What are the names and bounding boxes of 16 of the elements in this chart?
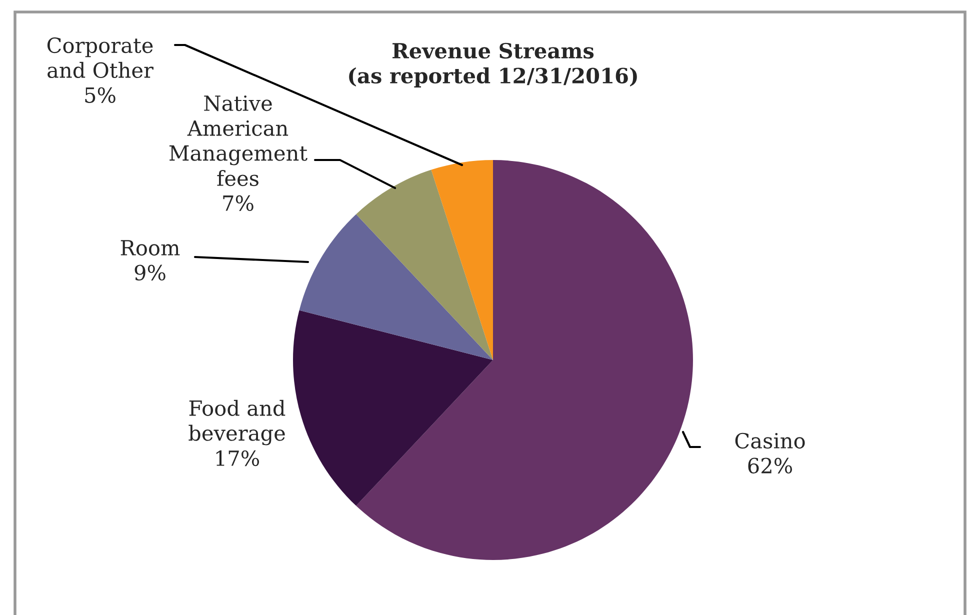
slice-label: Casino <box>735 432 805 449</box>
slice-label: Corporate and Other <box>47 37 154 78</box>
pie-slice <box>431 160 493 360</box>
pie-slice <box>356 170 493 360</box>
data-label: 7% <box>223 195 254 212</box>
data-label: 17% <box>216 450 260 466</box>
slice-label: Room <box>120 240 180 256</box>
data-label: 5% <box>85 87 116 103</box>
data-label: 62% <box>748 458 792 474</box>
pie-slice <box>293 310 493 506</box>
pie-slice <box>299 214 493 360</box>
slice-label: Native American Management fees <box>169 95 308 186</box>
text: Revenue Streams (as reported 12/31/2016) <box>349 42 637 88</box>
slice-label: Food and beverage <box>188 400 286 446</box>
pie-slice <box>356 160 693 560</box>
data-label: 9% <box>134 264 166 280</box>
